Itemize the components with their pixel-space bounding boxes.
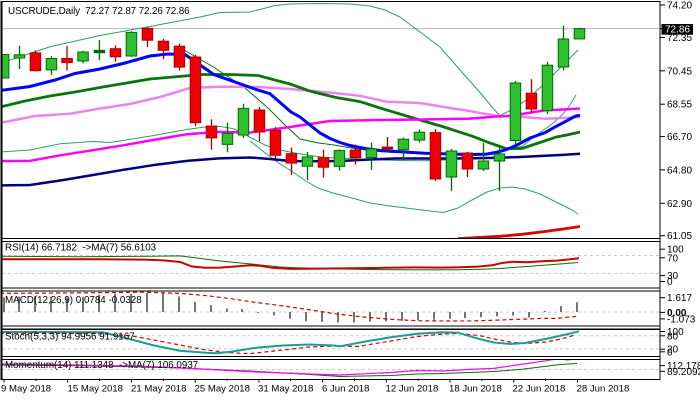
svg-text:61.05: 61.05 — [667, 231, 692, 242]
svg-text:80: 80 — [667, 331, 679, 342]
svg-text:9 May 2018: 9 May 2018 — [1, 384, 51, 395]
svg-text:18 Jun 2018: 18 Jun 2018 — [449, 384, 502, 395]
svg-text:0.00: 0.00 — [667, 308, 687, 319]
svg-text:64.80: 64.80 — [667, 165, 692, 176]
svg-text:MACD(12,26,9) 0.0784 -0.0328: MACD(12,26,9) 0.0784 -0.0328 — [5, 295, 142, 306]
svg-text:74.20: 74.20 — [667, 1, 692, 12]
svg-text:Momentum(14) 111.1348 ->MA(7): Momentum(14) 111.1348 ->MA(7) 106.0937 — [5, 360, 198, 371]
svg-text:0: 0 — [667, 277, 673, 288]
svg-text:72.35: 72.35 — [667, 33, 692, 44]
svg-text:100: 100 — [667, 245, 684, 256]
svg-text:70: 70 — [667, 253, 679, 264]
svg-text:28 Jun 2018: 28 Jun 2018 — [577, 384, 630, 395]
svg-text:22 Jun 2018: 22 Jun 2018 — [513, 384, 566, 395]
svg-text:15 May 2018: 15 May 2018 — [68, 384, 123, 395]
svg-text:1.617: 1.617 — [667, 293, 692, 304]
svg-text:21 May 2018: 21 May 2018 — [131, 384, 186, 395]
svg-text:12 Jun 2018: 12 Jun 2018 — [386, 384, 439, 395]
svg-text:USCRUDE,Daily 72.27 72.87 72.: USCRUDE,Daily 72.27 72.87 72.26 72.86 — [8, 6, 190, 17]
svg-text:-1.073: -1.073 — [667, 314, 696, 325]
svg-text:31 May 2018: 31 May 2018 — [258, 384, 313, 395]
svg-text:66.70: 66.70 — [667, 132, 692, 143]
svg-text:112.1785: 112.1785 — [667, 361, 700, 372]
svg-text:RSI(14) 66.7182 ->MA(7) 56.61: RSI(14) 66.7182 ->MA(7) 56.6103 — [5, 243, 157, 254]
svg-text:89.2092: 89.2092 — [667, 367, 700, 378]
svg-text:0: 0 — [667, 347, 673, 358]
svg-text:30: 30 — [667, 271, 679, 282]
svg-text:68.55: 68.55 — [667, 100, 692, 111]
svg-text:70.45: 70.45 — [667, 66, 692, 77]
svg-text:6 Jun 2018: 6 Jun 2018 — [322, 384, 369, 395]
svg-text:100: 100 — [667, 327, 684, 338]
svg-text:Stoch(5,3,3) 94.9956 91.9167: Stoch(5,3,3) 94.9956 91.9167 — [5, 332, 135, 343]
svg-text:20: 20 — [667, 345, 679, 356]
svg-text:72.86: 72.86 — [665, 25, 690, 36]
svg-text:62.90: 62.90 — [667, 199, 692, 210]
svg-text:25 May 2018: 25 May 2018 — [195, 384, 250, 395]
